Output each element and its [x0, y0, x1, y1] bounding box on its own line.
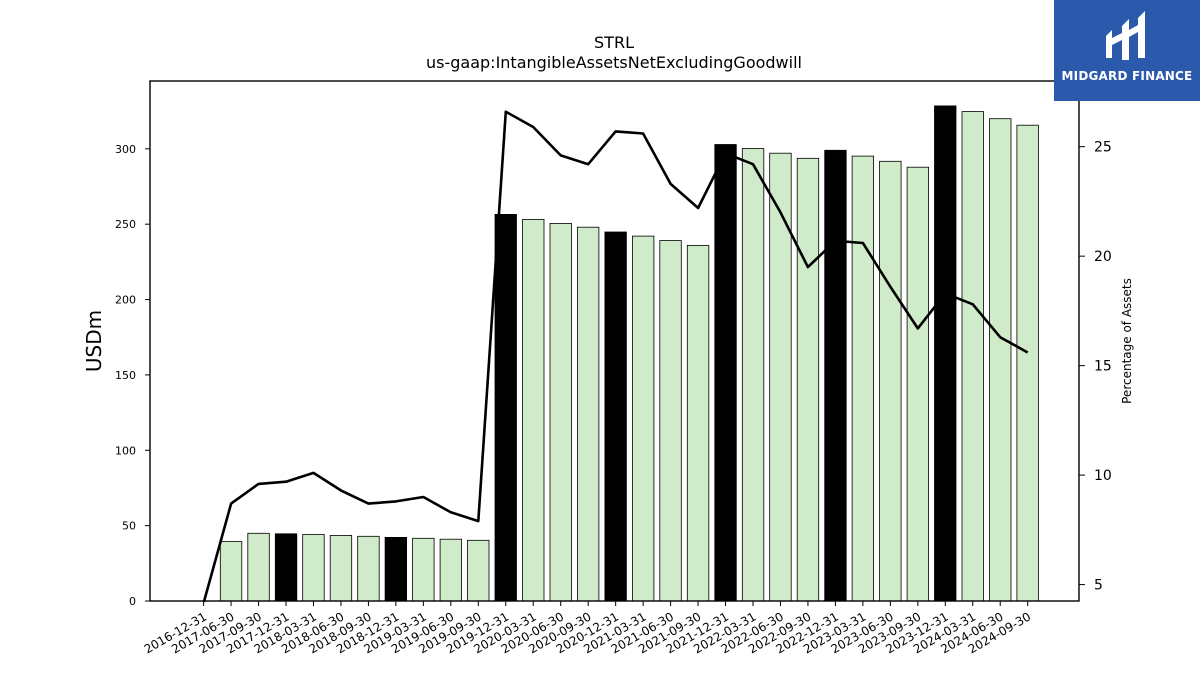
y2-tick-label: 25: [1094, 140, 1112, 156]
bar-2023-06-30: [879, 160, 902, 602]
y2-tick-label: 10: [1094, 468, 1112, 484]
bar-2023-12-31: [934, 105, 957, 602]
logo-mark-icon: [1106, 11, 1145, 60]
bar-2017-06-30: [219, 541, 243, 602]
bar-2018-12-31: [384, 537, 408, 602]
bar-2021-03-31: [632, 235, 655, 602]
bar-2021-09-30: [686, 244, 710, 602]
bar-2019-09-30: [467, 539, 490, 602]
y-tick-label: 0: [129, 595, 136, 608]
bar-2024-06-30: [989, 118, 1012, 602]
bar-2018-03-31: [302, 534, 325, 602]
y-axis-right: 5 10 15 20 25: [1079, 140, 1112, 594]
bar-2022-12-31: [824, 149, 847, 602]
below-axis-mask: [0, 602, 1200, 675]
y2-tick-label: 20: [1094, 249, 1112, 265]
y-tick-label: 100: [115, 444, 136, 457]
y-tick-label: 50: [122, 520, 136, 533]
bar-2021-12-31: [714, 144, 737, 602]
bar-2019-06-30: [439, 538, 463, 602]
bar-2024-03-31: [961, 111, 984, 602]
bar-2021-06-30: [659, 240, 682, 602]
bar-2018-06-30: [329, 535, 353, 602]
percentage-line: [202, 110, 1029, 604]
y2-axis-label: Percentage of Assets: [1120, 278, 1134, 404]
bar-2020-09-30: [577, 226, 600, 602]
bar-series: [219, 105, 1039, 602]
bar-2024-09-30: [1016, 124, 1039, 602]
bar-2022-09-30: [796, 157, 820, 602]
brand-logo: MIDGARD FINANCE: [1054, 0, 1200, 101]
y-tick-label: 150: [115, 369, 136, 382]
y-tick-label: 200: [115, 294, 136, 307]
bar-2018-09-30: [357, 535, 380, 602]
bar-2020-06-30: [549, 222, 572, 602]
bar-2022-03-31: [741, 148, 765, 602]
y-axis-label: USDm: [82, 310, 106, 372]
y-axis-left: 0 50 100 150 200 250 300: [115, 143, 150, 608]
bar-2019-12-31: [494, 213, 517, 602]
bar-2020-12-31: [604, 231, 627, 602]
chart-title: STRL: [594, 33, 634, 52]
bar-2017-12-31: [274, 533, 298, 602]
y2-tick-label: 5: [1094, 578, 1103, 594]
bar-2019-03-31: [412, 537, 435, 602]
y2-tick-label: 15: [1094, 359, 1112, 375]
bar-2022-06-30: [769, 152, 792, 602]
bar-2020-03-31: [522, 218, 545, 602]
logo-text: MIDGARD FINANCE: [1061, 69, 1193, 83]
y-tick-label: 250: [115, 218, 136, 231]
line-series: [0, 110, 1200, 675]
bar-2023-09-30: [906, 166, 929, 602]
plot-frame: [149, 80, 1080, 602]
y-tick-label: 300: [115, 143, 136, 156]
bar-2023-03-31: [851, 155, 874, 602]
chart-subtitle: us-gaap:IntangibleAssetsNetExcludingGood…: [426, 53, 802, 72]
bar-2017-09-30: [247, 532, 270, 602]
